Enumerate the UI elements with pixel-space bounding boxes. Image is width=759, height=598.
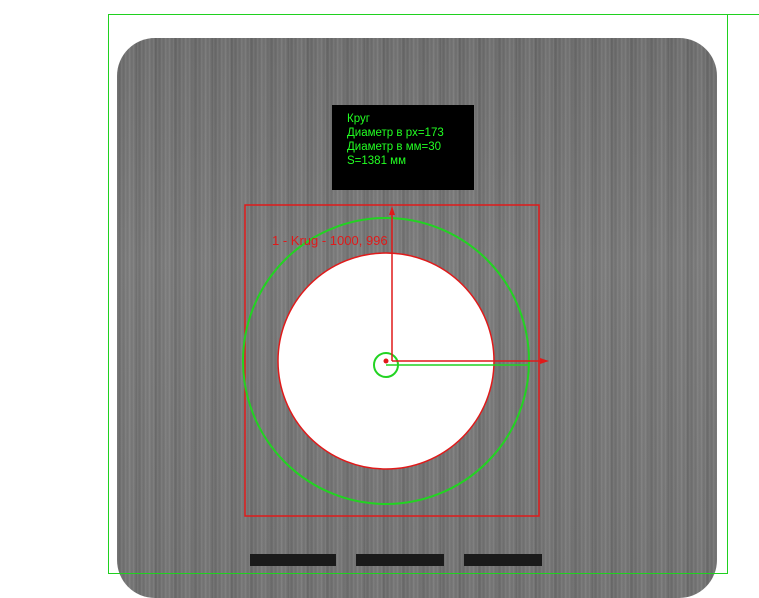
plate-slot (356, 554, 444, 566)
detection-label: 1 - Krug - 1000, 996 (272, 233, 388, 248)
detection-overlay: 1 - Krug - 1000, 996 (242, 204, 549, 517)
info-diameter-mm: Диаметр в мм=30 (347, 141, 442, 153)
info-diameter-px: Диаметр в px=173 (347, 127, 444, 139)
plate-slot (250, 554, 336, 566)
plate-slot (464, 554, 542, 566)
center-point (383, 358, 389, 364)
info-area: S=1381 мм (347, 155, 406, 167)
info-shape: Круг (347, 113, 370, 125)
measurement-info-box: Круг Диаметр в px=173 Диаметр в мм=30 S=… (332, 105, 474, 190)
x-arrow-head (540, 358, 549, 364)
y-arrow-head (389, 206, 395, 215)
